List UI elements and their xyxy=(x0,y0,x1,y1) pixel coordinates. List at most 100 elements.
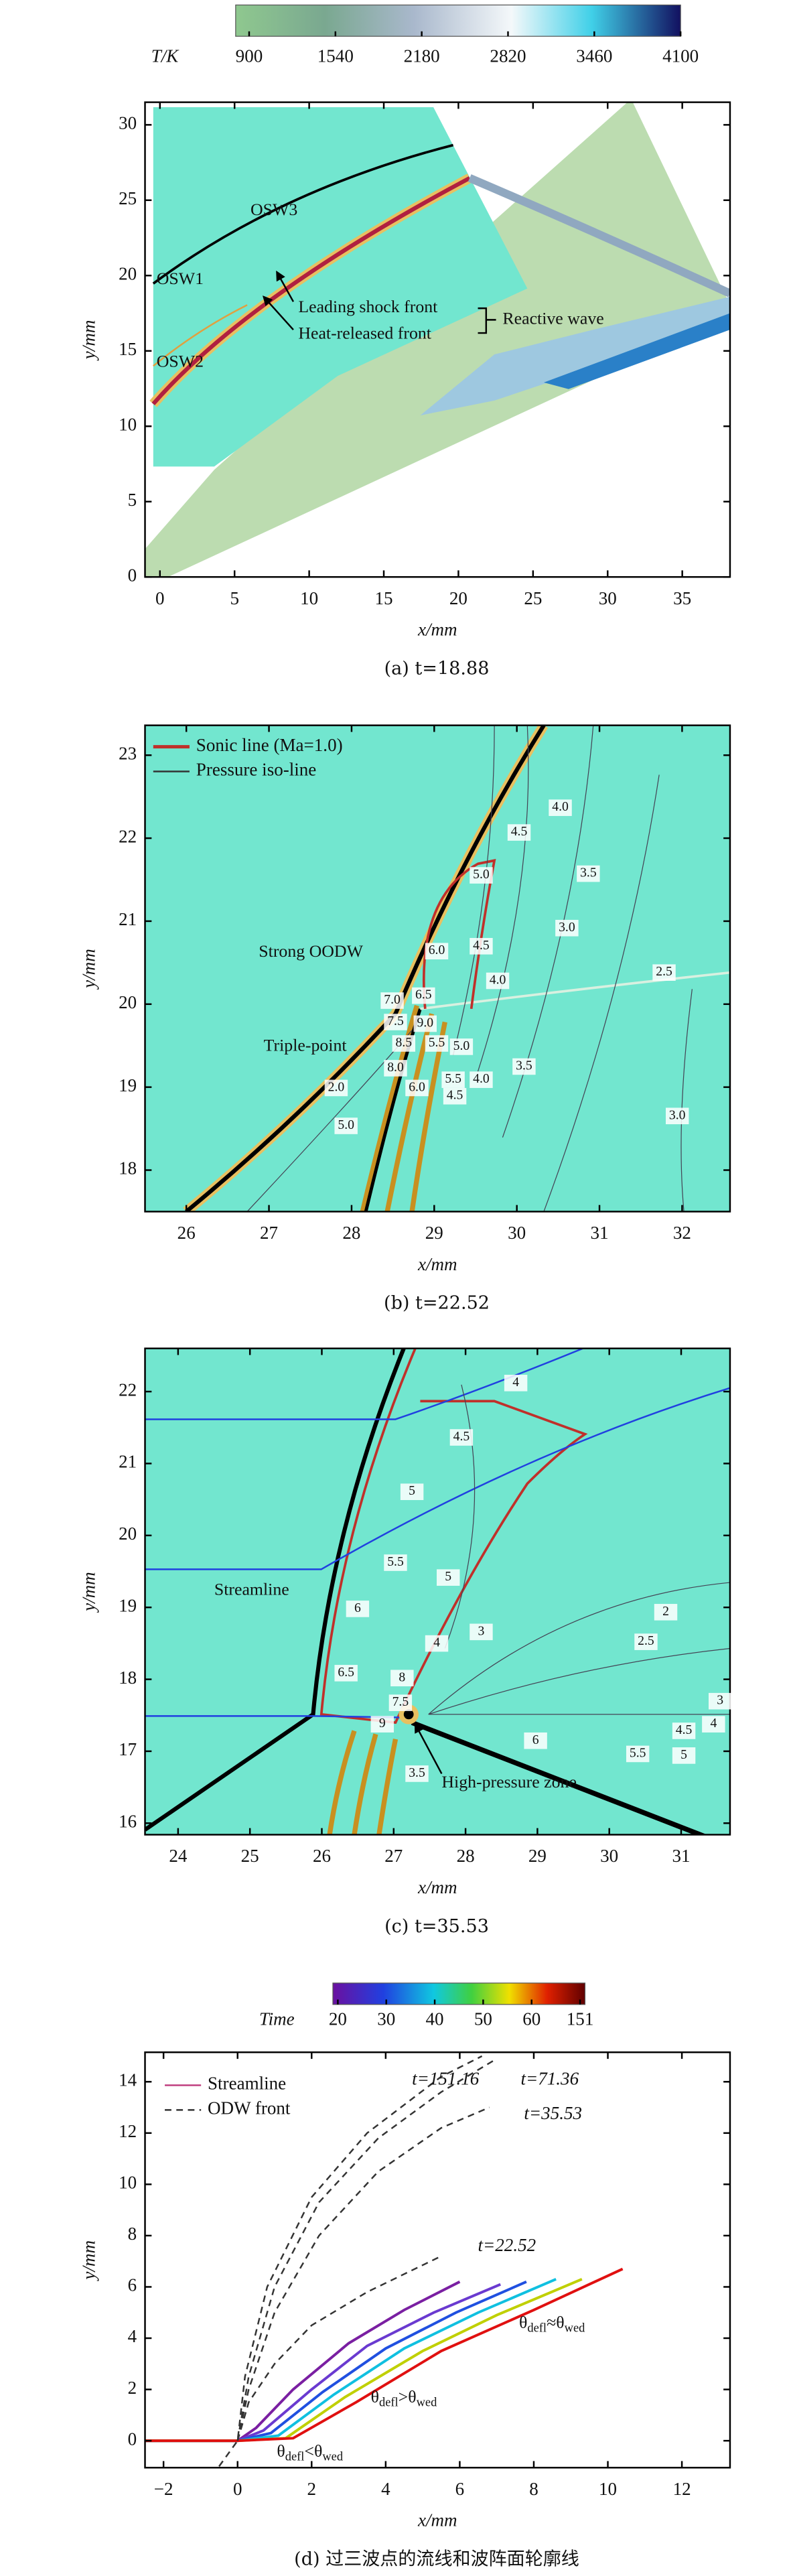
annotation-part: >θ xyxy=(399,2387,417,2406)
contour-label: 7.5 xyxy=(387,1014,404,1028)
y-tick-label: 20 xyxy=(119,1523,137,1544)
x-tick-label: 32 xyxy=(673,1223,691,1243)
contour-label: 4.5 xyxy=(473,938,490,953)
colorbar-tick-label: 30 xyxy=(377,2009,395,2029)
contour-label: 5.5 xyxy=(387,1554,404,1569)
x-tick-label: 28 xyxy=(457,1846,475,1866)
annotation-part: defl xyxy=(285,2450,305,2463)
y-tick-label: 14 xyxy=(119,2070,137,2090)
colorbar xyxy=(235,4,681,37)
contour-label: 4.5 xyxy=(676,1722,693,1737)
x-tick-label: 25 xyxy=(524,588,542,608)
contour-label: 5.5 xyxy=(445,1071,461,1086)
x-tick-label: 27 xyxy=(260,1223,278,1243)
x-tick-label: 4 xyxy=(381,2479,390,2499)
legend-label: Sonic line (Ma=1.0) xyxy=(196,735,343,755)
colorbar-tick-label: 40 xyxy=(426,2009,444,2029)
y-tick-label: 18 xyxy=(119,1668,137,1688)
x-tick-label: 30 xyxy=(599,588,617,608)
contour-label-bg xyxy=(390,1670,414,1687)
x-tick-label: 6 xyxy=(455,2479,465,2499)
x-tick-label: 26 xyxy=(177,1223,196,1243)
annotation: Heat-released front xyxy=(298,323,431,342)
contour-label: 4.0 xyxy=(473,1071,490,1086)
x-tick-label: 12 xyxy=(673,2479,691,2499)
odw-front xyxy=(236,2057,498,2441)
caption: (d) 过三波点的流线和波阵面轮廓线 xyxy=(294,2549,579,2570)
front-label: t=22.52 xyxy=(478,2235,536,2255)
field-b xyxy=(145,725,730,1212)
contour-label: 2.5 xyxy=(638,1633,654,1648)
colorbar-tick-label: 151 xyxy=(567,2009,594,2029)
y-tick-label: 10 xyxy=(119,2173,137,2193)
caption: (b) t=22.52 xyxy=(384,1293,490,1314)
y-tick-label: 22 xyxy=(119,826,137,846)
contour-label: 3.0 xyxy=(669,1107,686,1122)
colorbar-tick-label: 2180 xyxy=(404,46,440,66)
x-tick-label: 29 xyxy=(528,1846,547,1866)
contour-label: 4 xyxy=(512,1375,519,1389)
annotation: Triple-point xyxy=(264,1035,348,1055)
annotation: Strong OODW xyxy=(259,941,363,961)
annotation-part: wed xyxy=(322,2450,343,2463)
colorbar-tick-label: 1540 xyxy=(317,46,354,66)
x-tick-label: 28 xyxy=(342,1223,360,1243)
legend-label: ODW front xyxy=(208,2098,291,2118)
arrow xyxy=(276,270,295,302)
x-tick-label: 15 xyxy=(375,588,393,608)
contour-label-bg xyxy=(470,1623,493,1641)
legend-label: Pressure iso-line xyxy=(196,760,317,780)
contour-label: 6 xyxy=(354,1601,361,1615)
front-label: t=151.16 xyxy=(412,2068,480,2088)
contour-label-bg xyxy=(634,1633,658,1650)
annotation: OSW1 xyxy=(157,269,204,288)
contour-label-bg xyxy=(412,987,435,1004)
arrow xyxy=(263,295,294,330)
y-tick-label: 8 xyxy=(128,2224,137,2244)
contour-label: 5.0 xyxy=(473,867,490,882)
contour-label-bg xyxy=(507,824,531,841)
x-tick-label: 26 xyxy=(313,1846,331,1866)
contour-label-bg xyxy=(626,1745,650,1763)
annotation-part: <θ xyxy=(304,2441,322,2461)
contour-label-bg xyxy=(672,1722,696,1739)
annotation-part: defl xyxy=(527,2321,547,2335)
annotation-part: wed xyxy=(417,2396,437,2409)
bracket xyxy=(478,307,496,334)
y-axis-label: y/mm xyxy=(79,320,99,362)
annotation-part: wed xyxy=(565,2321,585,2335)
annotation: OSW2 xyxy=(157,351,204,370)
annotation: Reactive wave xyxy=(502,308,603,328)
annotation-part: ≈θ xyxy=(547,2313,565,2332)
contour-label: 2.5 xyxy=(656,964,672,979)
contour-label: 8 xyxy=(399,1670,405,1684)
y-tick-label: 16 xyxy=(119,1812,137,1832)
contour-label: 4.5 xyxy=(447,1088,463,1103)
contour-label-bg xyxy=(370,1716,394,1733)
contour-label-bg xyxy=(449,1038,474,1055)
contour-label-bg xyxy=(334,1665,358,1682)
y-tick-label: 30 xyxy=(119,113,137,133)
contour-label-bg xyxy=(708,1692,732,1710)
contour-label-bg xyxy=(654,1604,678,1621)
x-tick-label: 35 xyxy=(673,588,691,608)
contour-label: 8.5 xyxy=(396,1035,413,1050)
y-tick-label: 15 xyxy=(119,339,137,359)
contour-label: 3.5 xyxy=(516,1058,532,1073)
annotation-part: defl xyxy=(379,2396,399,2409)
axes-frame xyxy=(144,101,731,578)
y-tick-label: 21 xyxy=(119,909,137,929)
contour-label: 5.5 xyxy=(429,1035,445,1050)
contour-label-bg xyxy=(470,867,493,884)
contour-label: 5.0 xyxy=(453,1038,470,1053)
x-tick-label: 2 xyxy=(307,2479,317,2499)
y-tick-label: 4 xyxy=(128,2326,137,2346)
axes-frame xyxy=(144,2051,731,2469)
x-tick-label: 10 xyxy=(599,2479,617,2499)
y-tick-label: 0 xyxy=(128,2429,137,2449)
field-d xyxy=(145,2052,730,2468)
contour-label: 3 xyxy=(478,1623,485,1638)
annotation: High-pressure zone xyxy=(441,1772,577,1791)
contour-label: 6.5 xyxy=(338,1665,354,1680)
contour-label-bg xyxy=(555,919,579,937)
